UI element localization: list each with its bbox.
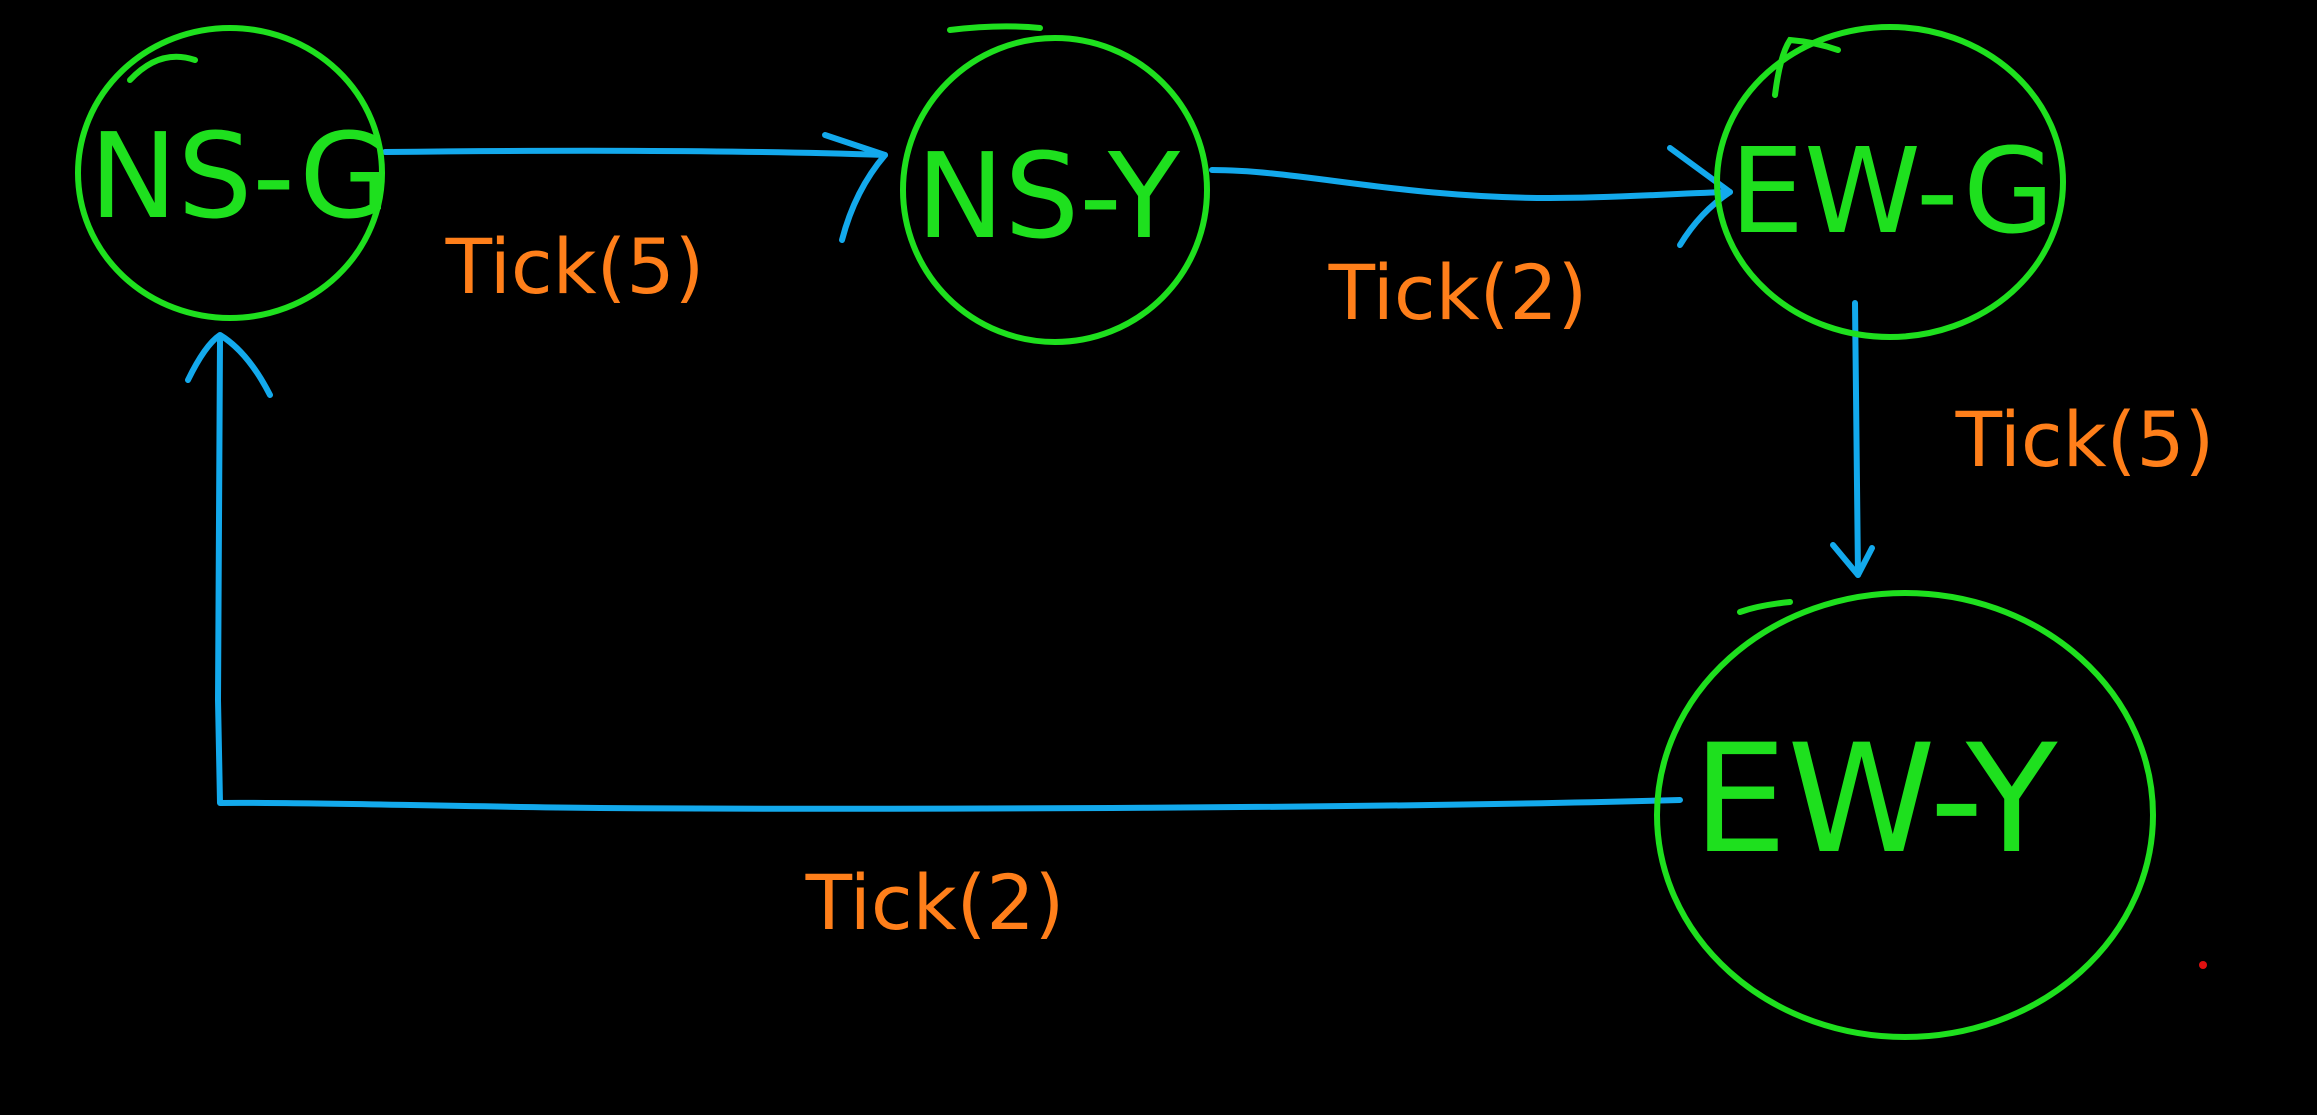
state-label: NS-Y [916,127,1181,265]
state-ring-overstroke [127,53,198,83]
state-ring [1654,590,2156,1040]
edge-line [215,337,1683,812]
state-ring-overstroke [947,23,1043,33]
state-label: EW-G [1730,122,2055,260]
edge-ew-g-to-ew-y [1830,300,1875,578]
state-label: EW-Y [1693,713,2058,887]
state-ns-y: NS-Y [900,23,1210,345]
state-ring [1714,24,2066,340]
state-ring-overstroke [1737,599,1793,615]
state-label: NS-G [89,107,391,245]
edge-line [1852,300,1861,578]
edge-ns-y-to-ew-g [1209,145,1733,248]
arrowhead-icon [822,132,888,243]
edge-ew-y-to-ns-g [185,332,1683,812]
transition-label: Tick(5) [445,222,705,311]
edge-line [382,147,888,158]
edge-ns-g-to-ns-y [382,132,888,243]
arrowhead-icon [1830,542,1875,578]
stray-dot [2199,961,2207,969]
state-ring [75,25,385,321]
arrowhead-icon [185,332,273,398]
transition-label: Tick(5) [1955,395,2215,484]
state-ring-overstroke [1772,36,1841,98]
state-ew-y: EW-Y [1654,590,2156,1040]
transition-label: Tick(2) [1328,248,1588,337]
state-ns-g: NS-G [75,25,391,321]
edge-line [1209,167,1733,201]
state-ew-g: EW-G [1714,24,2066,340]
state-ring [900,35,1210,345]
transition-label: Tick(2) [805,858,1065,947]
